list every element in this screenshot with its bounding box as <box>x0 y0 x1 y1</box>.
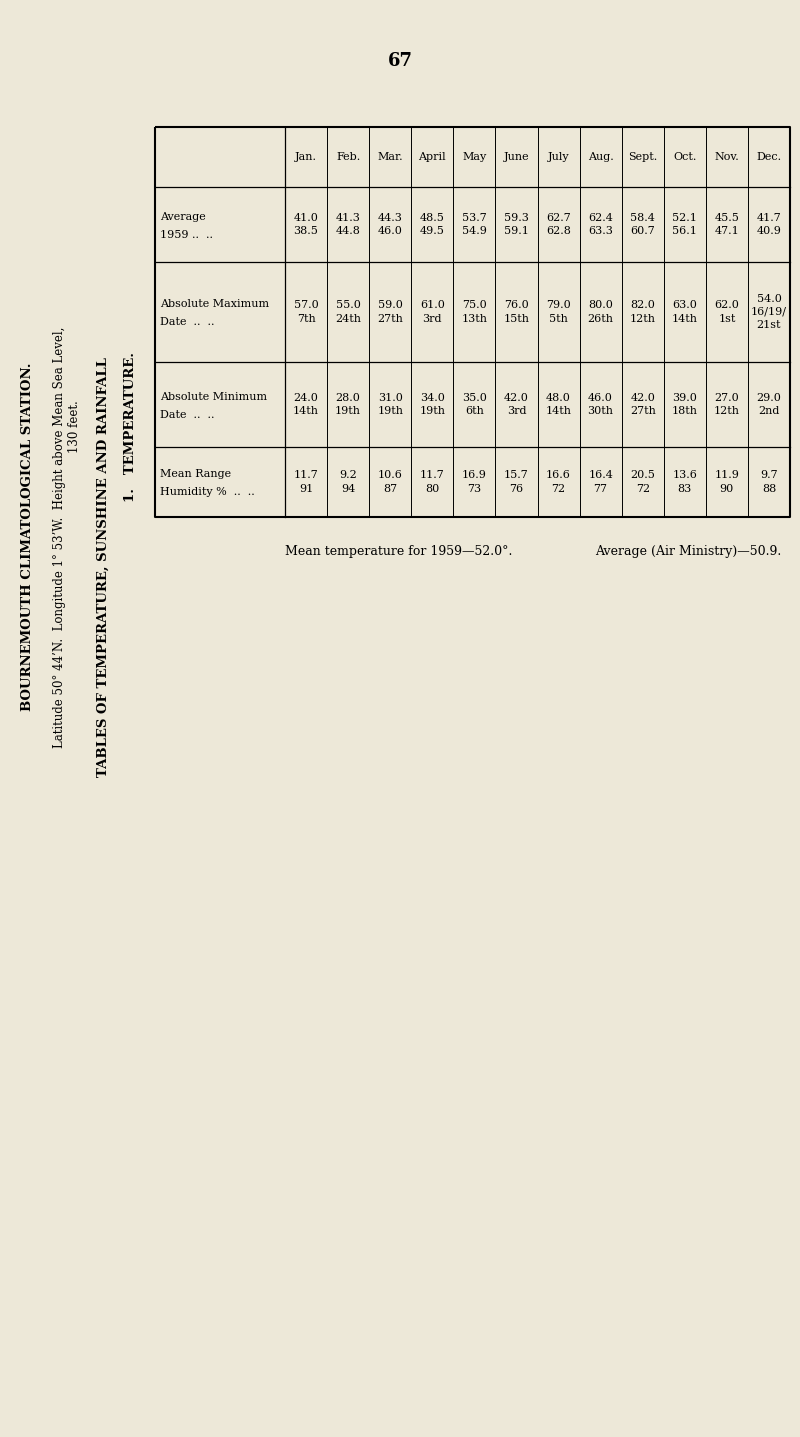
Text: 16.4
77: 16.4 77 <box>588 470 613 493</box>
Text: TABLES OF TEMPERATURE, SUNSHINE AND RAINFALL: TABLES OF TEMPERATURE, SUNSHINE AND RAIN… <box>97 356 110 777</box>
Text: Jan.: Jan. <box>295 152 317 162</box>
Text: Mean Range: Mean Range <box>160 468 231 479</box>
Text: Average: Average <box>160 211 206 221</box>
Text: 31.0
19th: 31.0 19th <box>378 392 403 417</box>
Text: Latitude 50° 44’N.  Longitude 1° 53’W.  Height above Mean Sea Level,: Latitude 50° 44’N. Longitude 1° 53’W. He… <box>54 326 66 747</box>
Text: Absolute Maximum: Absolute Maximum <box>160 299 269 309</box>
Text: June: June <box>504 152 530 162</box>
Text: 41.3
44.8: 41.3 44.8 <box>336 213 361 236</box>
Text: 46.0
30th: 46.0 30th <box>588 392 614 417</box>
Text: Feb.: Feb. <box>336 152 360 162</box>
Text: 10.6
87: 10.6 87 <box>378 470 402 493</box>
Text: 62.7
62.8: 62.7 62.8 <box>546 213 571 236</box>
Text: Absolute Minimum: Absolute Minimum <box>160 391 267 401</box>
Text: 48.5
49.5: 48.5 49.5 <box>420 213 445 236</box>
Text: 63.0
14th: 63.0 14th <box>672 300 698 323</box>
Text: Dec.: Dec. <box>756 152 782 162</box>
Text: 67: 67 <box>387 52 413 70</box>
Text: 44.3
46.0: 44.3 46.0 <box>378 213 402 236</box>
Text: 52.1
56.1: 52.1 56.1 <box>672 213 698 236</box>
Text: 9.2
94: 9.2 94 <box>339 470 357 493</box>
Text: Average (Air Ministry)—50.9.: Average (Air Ministry)—50.9. <box>595 545 782 558</box>
Text: 41.7
40.9: 41.7 40.9 <box>757 213 782 236</box>
Text: 28.0
19th: 28.0 19th <box>335 392 361 417</box>
Text: 15.7
76: 15.7 76 <box>504 470 529 493</box>
Text: 62.0
1st: 62.0 1st <box>714 300 739 323</box>
Text: 45.5
47.1: 45.5 47.1 <box>714 213 739 236</box>
Text: Date  ..  ..: Date .. .. <box>160 318 214 328</box>
Text: Oct.: Oct. <box>673 152 697 162</box>
Text: 39.0
18th: 39.0 18th <box>672 392 698 417</box>
Text: 35.0
6th: 35.0 6th <box>462 392 487 417</box>
Text: 130 feet.: 130 feet. <box>69 401 82 454</box>
Text: 11.7
80: 11.7 80 <box>420 470 445 493</box>
Text: 54.0
16/19/
21st: 54.0 16/19/ 21st <box>751 293 787 331</box>
Text: 42.0
3rd: 42.0 3rd <box>504 392 529 417</box>
Text: 41.0
38.5: 41.0 38.5 <box>294 213 318 236</box>
Text: Date  ..  ..: Date .. .. <box>160 410 214 420</box>
Text: 82.0
12th: 82.0 12th <box>630 300 656 323</box>
Text: 16.6
72: 16.6 72 <box>546 470 571 493</box>
Text: Mar.: Mar. <box>378 152 403 162</box>
Text: 11.7
91: 11.7 91 <box>294 470 318 493</box>
Text: July: July <box>548 152 570 162</box>
Text: 61.0
3rd: 61.0 3rd <box>420 300 445 323</box>
Text: 29.0
2nd: 29.0 2nd <box>757 392 782 417</box>
Text: 27.0
12th: 27.0 12th <box>714 392 740 417</box>
Text: 79.0
5th: 79.0 5th <box>546 300 571 323</box>
Text: 48.0
14th: 48.0 14th <box>546 392 571 417</box>
Text: 53.7
54.9: 53.7 54.9 <box>462 213 487 236</box>
Text: 16.9
73: 16.9 73 <box>462 470 487 493</box>
Text: 75.0
13th: 75.0 13th <box>462 300 487 323</box>
Text: April: April <box>418 152 446 162</box>
Text: Nov.: Nov. <box>714 152 739 162</box>
Text: Sept.: Sept. <box>628 152 658 162</box>
Text: 9.7
88: 9.7 88 <box>760 470 778 493</box>
Text: 1.   TEMPERATURE.: 1. TEMPERATURE. <box>123 352 137 502</box>
Text: BOURNEMOUTH CLIMATOLOGICAL STATION.: BOURNEMOUTH CLIMATOLOGICAL STATION. <box>22 362 34 711</box>
Text: 55.0
24th: 55.0 24th <box>335 300 361 323</box>
Text: 57.0
7th: 57.0 7th <box>294 300 318 323</box>
Text: 59.3
59.1: 59.3 59.1 <box>504 213 529 236</box>
Text: 20.5
72: 20.5 72 <box>630 470 655 493</box>
Text: 11.9
90: 11.9 90 <box>714 470 739 493</box>
Text: 13.6
83: 13.6 83 <box>672 470 698 493</box>
Text: 76.0
15th: 76.0 15th <box>503 300 530 323</box>
Text: 42.0
27th: 42.0 27th <box>630 392 656 417</box>
Text: 1959 ..  ..: 1959 .. .. <box>160 230 213 240</box>
Text: May: May <box>462 152 486 162</box>
Text: Mean temperature for 1959—52.0°.: Mean temperature for 1959—52.0°. <box>285 545 512 558</box>
Text: 80.0
26th: 80.0 26th <box>588 300 614 323</box>
Text: 58.4
60.7: 58.4 60.7 <box>630 213 655 236</box>
Text: 62.4
63.3: 62.4 63.3 <box>588 213 613 236</box>
Text: 34.0
19th: 34.0 19th <box>419 392 446 417</box>
Text: Aug.: Aug. <box>588 152 614 162</box>
Text: Humidity %  ..  ..: Humidity % .. .. <box>160 487 254 497</box>
Text: 24.0
14th: 24.0 14th <box>293 392 319 417</box>
Text: 59.0
27th: 59.0 27th <box>378 300 403 323</box>
